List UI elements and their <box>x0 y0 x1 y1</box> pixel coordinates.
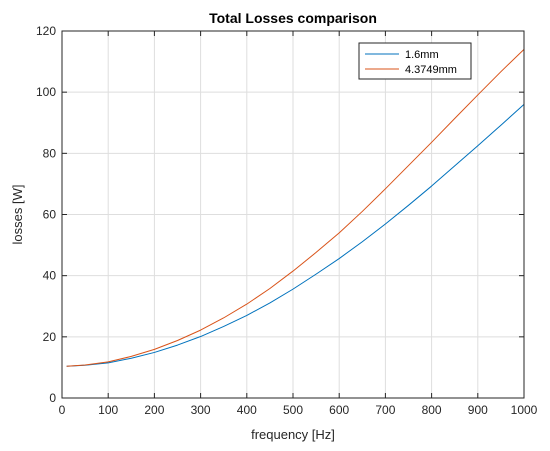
series-lines <box>66 48 525 367</box>
y-tick-label: 0 <box>49 391 56 405</box>
x-tick-label: 0 <box>59 403 66 417</box>
series-line-2 <box>66 48 525 367</box>
y-tick-label: 20 <box>43 330 57 344</box>
x-tick-label: 100 <box>98 403 118 417</box>
x-tick-label: 300 <box>191 403 211 417</box>
y-tick-label: 60 <box>43 208 57 222</box>
x-tick-label: 800 <box>422 403 442 417</box>
x-tick-label: 500 <box>283 403 303 417</box>
y-tick-label: 100 <box>36 85 56 99</box>
chart-title: Total Losses comparison <box>209 10 377 26</box>
y-tick-label: 120 <box>36 24 56 38</box>
y-tick-label: 80 <box>43 146 57 160</box>
axis-ticks: 0 100 200 300 400 500 600 700 800 900 1000 0 20 40 60 8… <box>36 24 538 417</box>
legend-box <box>358 42 472 80</box>
legend-entry-label: 1.6mm <box>405 49 439 61</box>
x-tick-label: 200 <box>144 403 164 417</box>
x-axis-label: frequency [Hz] <box>251 427 335 442</box>
y-tick-label: 40 <box>43 269 57 283</box>
x-tick-label: 700 <box>375 403 395 417</box>
series-line-1 <box>66 104 525 367</box>
legend-entry-label: 4.3749mm <box>405 64 457 76</box>
x-tick-label: 600 <box>329 403 349 417</box>
x-tick-label: 400 <box>237 403 257 417</box>
legend: 1.6mm 4.3749mm <box>358 42 472 80</box>
x-tick-label: 1000 <box>511 403 538 417</box>
x-tick-label: 900 <box>468 403 488 417</box>
y-axis-label: losses [W] <box>10 185 25 245</box>
